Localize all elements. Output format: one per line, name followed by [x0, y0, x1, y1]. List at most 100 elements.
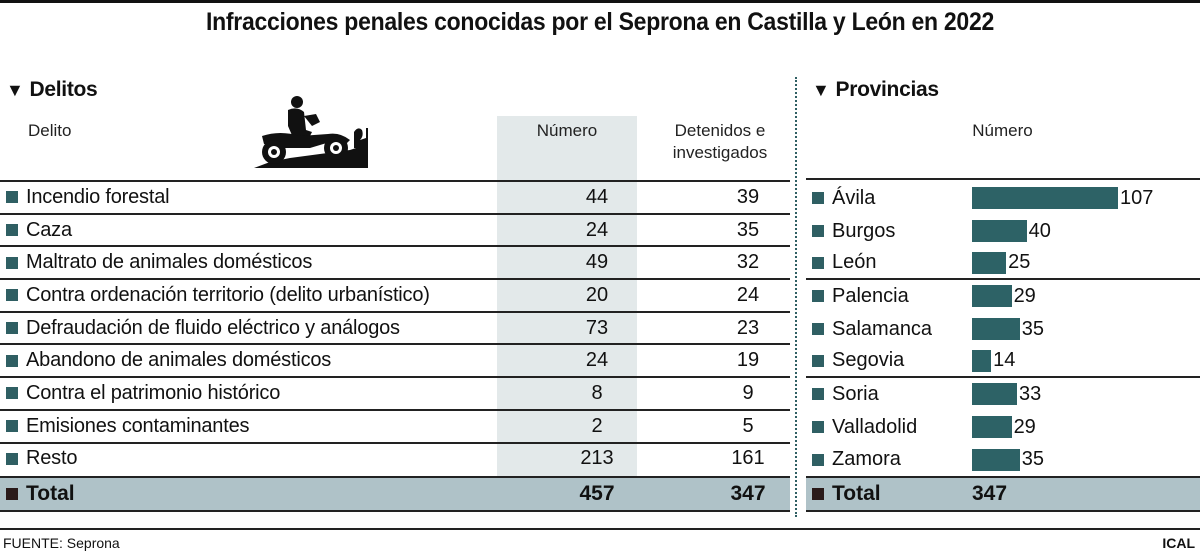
numero-column-shade: [497, 116, 637, 478]
bar: [972, 318, 1020, 341]
row-detenidos: 39: [736, 185, 760, 208]
bar-row: Palencia 29: [806, 280, 1200, 313]
provincias-total-value: 347: [972, 482, 1008, 505]
row-numero: 8: [591, 381, 603, 404]
data-label: 40: [1028, 219, 1051, 242]
row-label: Caza: [26, 218, 72, 241]
bullet-icon: [6, 224, 18, 237]
row-numero: 213: [580, 447, 614, 470]
bullet-icon: [812, 488, 824, 500]
provincias-total-row: Total 347: [806, 476, 1200, 512]
delitos-table: Incendio forestal 44 39 Caza 24 35 Maltrato de…: [0, 180, 790, 474]
header-delito: Delito: [28, 121, 72, 140]
bullet-icon: [6, 256, 18, 269]
total-numero: 457: [579, 482, 615, 505]
bullet-icon: [812, 192, 824, 205]
top-rule: [0, 0, 1200, 3]
data-label: 35: [1021, 448, 1044, 471]
header-provincias-numero: Número: [972, 121, 1033, 140]
table-row: Abandono de animales domésticos 24 19: [0, 343, 790, 376]
bullet-icon: [6, 420, 18, 433]
row-numero: 24: [585, 349, 609, 372]
row-numero: 49: [585, 251, 609, 274]
bullet-icon: [812, 354, 824, 367]
data-label: 29: [1013, 415, 1036, 438]
bullet-icon: [6, 452, 18, 465]
row-label: Abandono de animales domésticos: [26, 349, 332, 372]
provincias-total-label: Total: [832, 482, 881, 505]
bullet-icon: [812, 453, 824, 466]
table-row: Contra ordenación territorio (delito urb…: [0, 278, 790, 311]
provincias-title-text: Provincias: [835, 78, 940, 101]
row-numero: 73: [585, 316, 609, 339]
header-numero: Número: [536, 121, 598, 140]
header-detenidos-line1: Detenidos e: [674, 121, 766, 140]
row-detenidos: 9: [742, 381, 754, 404]
row-detenidos: 23: [736, 316, 760, 339]
row-detenidos: 32: [736, 251, 760, 274]
bar-row: Soria 33: [806, 378, 1200, 411]
bar-row: Salamanca 35: [806, 313, 1200, 346]
row-label: Resto: [26, 447, 78, 470]
row-numero: 24: [585, 218, 609, 241]
bullet-icon: [812, 290, 824, 303]
bar: [972, 220, 1027, 243]
bar-track: 25: [972, 251, 1200, 275]
category-label: Valladolid: [832, 415, 918, 438]
table-row: Emisiones contaminantes 2 5: [0, 408, 790, 442]
bar-row: León 25: [806, 247, 1200, 281]
bullet-icon: [812, 388, 824, 401]
bar-row: Segovia 14: [806, 345, 1200, 379]
row-numero: 2: [591, 414, 603, 437]
category-label: Segovia: [832, 349, 905, 372]
bar-track: 40: [972, 219, 1200, 243]
row-detenidos: 35: [736, 218, 760, 241]
data-label: 14: [993, 349, 1016, 372]
row-detenidos: 5: [742, 414, 754, 437]
delitos-section-title: ▼ Delitos: [6, 78, 98, 102]
header-detenidos-line2: investigados: [672, 143, 768, 162]
data-label: 35: [1021, 317, 1044, 340]
bullet-icon: [6, 289, 18, 302]
row-label: Incendio forestal: [26, 185, 170, 208]
motorcycle-rider-icon: [254, 96, 368, 168]
row-label: Emisiones contaminantes: [26, 414, 250, 437]
row-detenidos: 24: [736, 283, 760, 306]
bullet-icon: [6, 488, 18, 500]
bullet-icon: [812, 421, 824, 434]
page-title: Infracciones penales conocidas por el Se…: [206, 8, 994, 36]
source-note: FUENTE: Seprona: [3, 535, 120, 551]
bar-track: 33: [972, 382, 1200, 406]
bottom-rule: [0, 528, 1200, 530]
triangle-down-icon: ▼: [6, 80, 24, 100]
bullet-icon: [812, 256, 824, 269]
category-label: Soria: [832, 382, 879, 405]
table-row: Incendio forestal 44 39: [0, 180, 790, 213]
bullet-icon: [812, 323, 824, 336]
data-label: 25: [1008, 251, 1031, 274]
bullet-icon: [6, 322, 18, 335]
category-label: Zamora: [832, 448, 901, 471]
row-detenidos: 161: [731, 447, 765, 470]
row-detenidos: 19: [736, 349, 760, 372]
table-row: Defraudación de fluido eléctrico y análo…: [0, 310, 790, 344]
bar-track: 35: [972, 317, 1200, 341]
data-label: 107: [1120, 186, 1154, 209]
bar: [972, 285, 1012, 308]
row-label: Contra el patrimonio histórico: [26, 381, 281, 404]
credit-label: ICAL: [1162, 535, 1195, 551]
bar-track: 29: [972, 415, 1200, 439]
bar-row: Valladolid 29: [806, 411, 1200, 444]
bar-row: Burgos 40: [806, 215, 1200, 248]
total-detenidos: 347: [730, 482, 766, 505]
row-numero: 44: [585, 185, 609, 208]
data-label: 29: [1013, 284, 1036, 307]
category-label: Palencia: [832, 284, 909, 307]
bar-track: 107: [972, 186, 1200, 210]
bar-track: 29: [972, 284, 1200, 308]
bar: [972, 416, 1012, 439]
table-row: Maltrato de animales domésticos 49 32: [0, 245, 790, 278]
provincias-section-title: ▼ Provincias: [812, 78, 939, 102]
category-label: León: [832, 251, 877, 274]
row-label: Defraudación de fluido eléctrico y análo…: [26, 316, 400, 339]
